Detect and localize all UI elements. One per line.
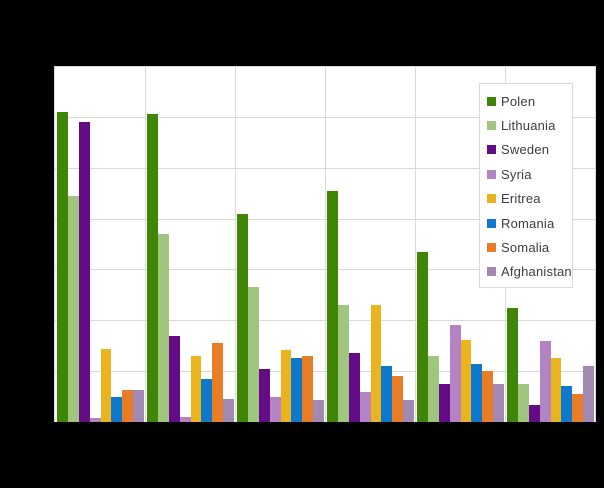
bar-groups — [55, 66, 595, 422]
bar-sweden — [348, 353, 360, 422]
bar-romania — [291, 358, 303, 422]
bar-sweden — [168, 335, 180, 422]
legend-item-polen: Polen — [487, 89, 570, 113]
bar-lithuania — [67, 195, 79, 422]
bar-somalia — [122, 390, 134, 422]
bar-afghanistan — [133, 390, 144, 422]
bar-somalia — [212, 343, 224, 422]
bar-afghanistan — [493, 383, 504, 422]
legend-label: Romania — [501, 215, 555, 231]
bar-group — [325, 66, 415, 422]
bar-syria — [359, 391, 371, 422]
bar-eritrea — [460, 339, 472, 422]
bar-romania — [471, 363, 483, 422]
bar-somalia — [572, 394, 584, 422]
bar-eritrea — [190, 355, 202, 422]
bar-romania — [201, 378, 213, 422]
bar-polen — [417, 251, 428, 422]
gridline-vertical — [415, 66, 416, 422]
bar-lithuania — [337, 305, 349, 422]
bar-syria — [269, 396, 281, 422]
legend-item-eritrea: Eritrea — [487, 187, 570, 211]
bar-lithuania — [517, 383, 529, 422]
bar-polen — [507, 307, 518, 422]
bar-syria — [449, 325, 461, 422]
bar-polen — [237, 213, 248, 422]
bar-polen — [147, 114, 158, 422]
bar-afghanistan — [403, 400, 414, 422]
bar-afghanistan — [313, 400, 324, 422]
legend-swatch-icon — [487, 169, 496, 179]
legend-label: Somalia — [501, 240, 550, 256]
bar-eritrea — [370, 305, 382, 422]
legend-item-sweden: Sweden — [487, 138, 570, 162]
bar-group — [415, 66, 505, 422]
bar-polen — [57, 111, 68, 422]
bar-polen — [327, 190, 338, 422]
bar-romania — [561, 386, 573, 422]
bar-sweden — [258, 368, 270, 422]
bar-syria — [179, 416, 191, 422]
bar-group — [235, 66, 325, 422]
legend-swatch-icon — [487, 243, 496, 253]
legend-swatch-icon — [487, 267, 496, 277]
legend-swatch-icon — [487, 218, 496, 228]
bar-sweden — [528, 405, 540, 422]
plot-area: Polen Lithuania Sweden Syria Eritrea Romania S… — [54, 66, 596, 422]
bar-lithuania — [157, 233, 169, 422]
bar-syria — [539, 340, 551, 422]
bar-group — [145, 66, 235, 422]
legend-label: Sweden — [501, 142, 550, 158]
bar-romania — [111, 396, 123, 422]
bar-eritrea — [550, 358, 562, 422]
legend-item-romania: Romania — [487, 211, 570, 235]
legend-item-somalia: Somalia — [487, 235, 570, 259]
bar-group — [505, 66, 595, 422]
legend-swatch-icon — [487, 96, 496, 106]
gridline-vertical — [145, 66, 146, 422]
gridline-vertical — [325, 66, 326, 422]
bar-lithuania — [247, 287, 259, 422]
bar-sweden — [438, 383, 450, 422]
legend-label: Afghanistan — [501, 264, 572, 280]
legend-swatch-icon — [487, 145, 496, 155]
bar-afghanistan — [223, 399, 234, 422]
bar-somalia — [482, 371, 494, 422]
bar-afghanistan — [583, 366, 594, 422]
legend-swatch-icon — [487, 194, 496, 204]
legend-label: Eritrea — [501, 191, 541, 207]
legend-item-lithuania: Lithuania — [487, 113, 570, 137]
bar-syria — [89, 417, 101, 422]
bar-somalia — [392, 376, 404, 422]
bar-eritrea — [100, 349, 112, 422]
bar-group — [55, 66, 145, 422]
bar-somalia — [302, 355, 314, 422]
legend-label: Syria — [501, 166, 532, 182]
legend-swatch-icon — [487, 121, 496, 131]
legend-label: Lithuania — [501, 118, 556, 134]
gridline-vertical — [235, 66, 236, 422]
legend-label: Polen — [501, 93, 536, 109]
legend: Polen Lithuania Sweden Syria Eritrea Romania S… — [479, 83, 573, 288]
legend-item-syria: Syria — [487, 162, 570, 186]
bar-romania — [381, 366, 393, 422]
bar-lithuania — [427, 355, 439, 422]
bar-sweden — [78, 121, 90, 422]
bar-eritrea — [280, 349, 292, 422]
legend-item-afghanistan: Afghanistan — [487, 260, 572, 284]
